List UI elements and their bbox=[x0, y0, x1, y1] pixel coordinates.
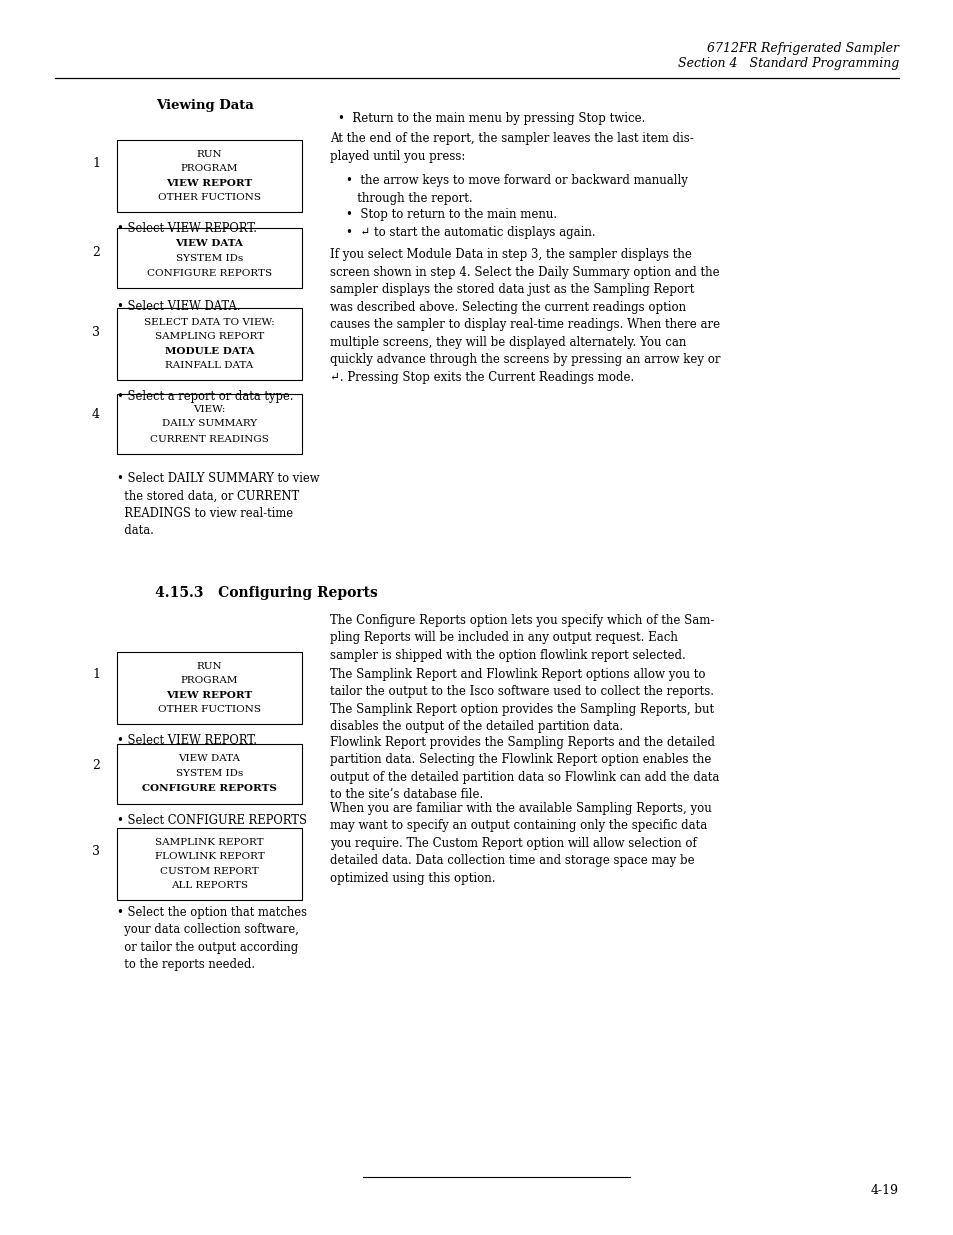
Text: PROGRAM: PROGRAM bbox=[180, 677, 238, 685]
Text: •  ↵ to start the automatic displays again.: • ↵ to start the automatic displays agai… bbox=[346, 226, 595, 240]
Text: Section 4   Standard Programming: Section 4 Standard Programming bbox=[677, 57, 898, 70]
Text: OTHER FUCTIONS: OTHER FUCTIONS bbox=[158, 193, 261, 203]
Text: Viewing Data: Viewing Data bbox=[156, 99, 253, 112]
Text: 6712FR Refrigerated Sampler: 6712FR Refrigerated Sampler bbox=[706, 42, 898, 56]
Text: VIEW DATA: VIEW DATA bbox=[178, 755, 240, 763]
Bar bbox=[117, 228, 302, 288]
Text: VIEW:: VIEW: bbox=[193, 405, 226, 414]
Bar bbox=[117, 743, 302, 804]
Bar bbox=[117, 140, 302, 212]
Text: 1: 1 bbox=[91, 157, 100, 169]
Text: RUN: RUN bbox=[196, 662, 222, 671]
Text: 1: 1 bbox=[91, 668, 100, 682]
Text: PROGRAM: PROGRAM bbox=[180, 164, 238, 173]
Text: RAINFALL DATA: RAINFALL DATA bbox=[165, 361, 253, 370]
Text: CONFIGURE REPORTS: CONFIGURE REPORTS bbox=[142, 784, 276, 794]
Text: FLOWLINK REPORT: FLOWLINK REPORT bbox=[154, 852, 264, 861]
Text: SYSTEM IDs: SYSTEM IDs bbox=[175, 769, 243, 778]
Text: 3: 3 bbox=[91, 846, 100, 858]
Text: •  Stop to return to the main menu.: • Stop to return to the main menu. bbox=[346, 207, 557, 221]
Text: •  Return to the main menu by pressing Stop twice.: • Return to the main menu by pressing St… bbox=[337, 112, 644, 125]
Text: SAMPLINK REPORT: SAMPLINK REPORT bbox=[155, 837, 264, 847]
Text: CONFIGURE REPORTS: CONFIGURE REPORTS bbox=[147, 268, 272, 278]
Text: The Configure Reports option lets you specify which of the Sam-
pling Reports wi: The Configure Reports option lets you sp… bbox=[330, 614, 714, 662]
Bar bbox=[117, 308, 302, 380]
Text: When you are familiar with the available Sampling Reports, you
may want to speci: When you are familiar with the available… bbox=[330, 802, 711, 885]
Text: SAMPLING REPORT: SAMPLING REPORT bbox=[154, 332, 264, 341]
Text: At the end of the report, the sampler leaves the last item dis-
played until you: At the end of the report, the sampler le… bbox=[330, 132, 693, 163]
Text: CURRENT READINGS: CURRENT READINGS bbox=[150, 435, 269, 443]
Bar bbox=[117, 827, 302, 900]
Text: VIEW REPORT: VIEW REPORT bbox=[166, 179, 253, 188]
Text: OTHER FUCTIONS: OTHER FUCTIONS bbox=[158, 705, 261, 714]
Bar bbox=[117, 652, 302, 724]
Bar bbox=[117, 394, 302, 454]
Text: • Select CONFIGURE REPORTS: • Select CONFIGURE REPORTS bbox=[117, 814, 307, 827]
Text: Flowlink Report provides the Sampling Reports and the detailed
partition data. S: Flowlink Report provides the Sampling Re… bbox=[330, 736, 719, 802]
Text: SYSTEM IDs: SYSTEM IDs bbox=[175, 253, 243, 263]
Text: VIEW REPORT: VIEW REPORT bbox=[166, 690, 253, 700]
Text: VIEW DATA: VIEW DATA bbox=[175, 238, 243, 247]
Text: •  the arrow keys to move forward or backward manually
   through the report.: • the arrow keys to move forward or back… bbox=[346, 174, 687, 205]
Text: 4.15.3   Configuring Reports: 4.15.3 Configuring Reports bbox=[154, 585, 377, 600]
Text: CUSTOM REPORT: CUSTOM REPORT bbox=[160, 867, 258, 876]
Text: • Select DAILY SUMMARY to view
  the stored data, or CURRENT
  READINGS to view : • Select DAILY SUMMARY to view the store… bbox=[117, 472, 319, 537]
Text: 4-19: 4-19 bbox=[870, 1184, 898, 1197]
Text: DAILY SUMMARY: DAILY SUMMARY bbox=[162, 420, 256, 429]
Text: SELECT DATA TO VIEW:: SELECT DATA TO VIEW: bbox=[144, 317, 274, 327]
Text: • Select VIEW REPORT.: • Select VIEW REPORT. bbox=[117, 222, 256, 235]
Text: The Samplink Report and Flowlink Report options allow you to
tailor the output t: The Samplink Report and Flowlink Report … bbox=[330, 668, 714, 734]
Text: • Select VIEW DATA.: • Select VIEW DATA. bbox=[117, 300, 240, 312]
Text: ALL REPORTS: ALL REPORTS bbox=[171, 881, 248, 890]
Text: 3: 3 bbox=[91, 326, 100, 338]
Text: 2: 2 bbox=[92, 246, 100, 258]
Text: If you select Module Data in step 3, the sampler displays the
screen shown in st: If you select Module Data in step 3, the… bbox=[330, 248, 720, 384]
Text: MODULE DATA: MODULE DATA bbox=[165, 347, 253, 356]
Text: RUN: RUN bbox=[196, 149, 222, 159]
Text: • Select the option that matches
  your data collection software,
  or tailor th: • Select the option that matches your da… bbox=[117, 906, 307, 972]
Text: • Select VIEW REPORT.: • Select VIEW REPORT. bbox=[117, 734, 256, 747]
Text: 4: 4 bbox=[91, 409, 100, 421]
Text: 2: 2 bbox=[92, 760, 100, 773]
Text: • Select a report or data type.: • Select a report or data type. bbox=[117, 390, 294, 403]
